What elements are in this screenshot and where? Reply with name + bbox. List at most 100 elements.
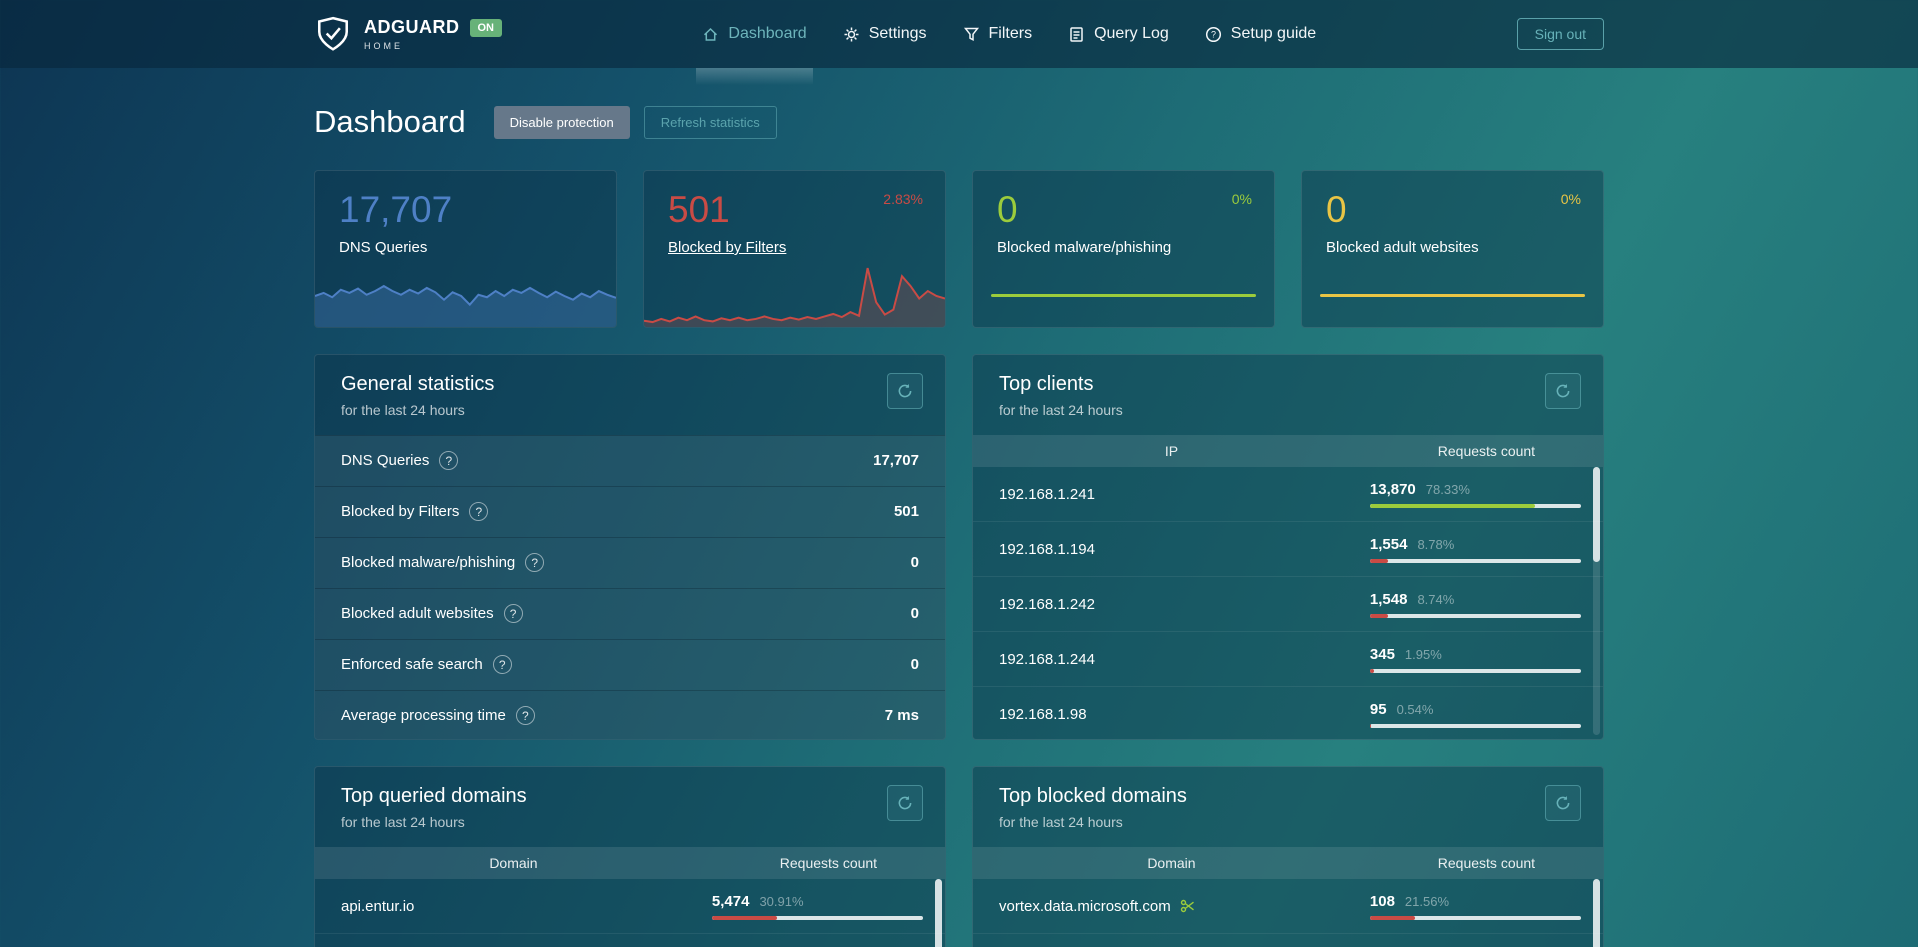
stat-row-label: Blocked adult websites bbox=[341, 605, 494, 622]
panel-title: Top queried domains bbox=[341, 785, 527, 807]
scrollbar-thumb[interactable] bbox=[935, 879, 942, 947]
blocked-filters-sparkline bbox=[644, 265, 945, 327]
nav-item-settings[interactable]: Settings bbox=[843, 0, 927, 68]
svg-text:?: ? bbox=[1211, 29, 1216, 39]
nav-item-filters[interactable]: Filters bbox=[963, 0, 1033, 68]
help-circle-icon: ? bbox=[1205, 26, 1222, 43]
domain-name[interactable]: api.entur.io bbox=[341, 897, 415, 915]
navbar: ADGUARD ON HOME Dashboard Settings bbox=[0, 0, 1918, 85]
stat-percent: 0% bbox=[1231, 191, 1252, 207]
help-icon[interactable]: ? bbox=[525, 553, 545, 572]
requests-percent: 8.78% bbox=[1417, 536, 1455, 552]
refresh-statistics-button[interactable]: Refresh statistics bbox=[643, 105, 777, 139]
progress-bar bbox=[1369, 668, 1581, 673]
requests-count: 13,870 bbox=[1369, 480, 1416, 498]
column-header-ip: IP bbox=[1164, 443, 1179, 459]
adguard-logo[interactable]: ADGUARD ON HOME bbox=[314, 16, 502, 52]
stat-label: Blocked adult websites bbox=[1326, 239, 1479, 256]
table-row: 192.168.1.244 345 1.95% bbox=[973, 632, 1603, 687]
general-stat-row: Blocked by Filters? 501 bbox=[315, 486, 945, 537]
blocked-filters-card: 501 Blocked by Filters 2.83% bbox=[643, 170, 946, 328]
table-row: 192.168.1.241 13,870 78.33% bbox=[973, 467, 1603, 522]
query-log-icon bbox=[1068, 26, 1085, 43]
client-ip[interactable]: 192.168.1.241 bbox=[999, 485, 1095, 503]
requests-count: 1,554 bbox=[1369, 535, 1408, 553]
requests-percent: 1.95% bbox=[1404, 646, 1442, 662]
requests-percent: 8.74% bbox=[1417, 591, 1455, 607]
nav-label: Dashboard bbox=[728, 25, 807, 42]
panel-title: General statistics bbox=[341, 373, 495, 395]
refresh-button[interactable] bbox=[1545, 373, 1581, 409]
nav-label: Filters bbox=[988, 25, 1033, 42]
stat-row-value: 0 bbox=[910, 656, 919, 673]
flat-trend-line bbox=[1320, 294, 1585, 297]
progress-bar bbox=[1369, 613, 1581, 618]
stat-label: Blocked malware/phishing bbox=[997, 239, 1172, 256]
scrollbar-thumb[interactable] bbox=[1593, 879, 1600, 947]
progress-bar bbox=[1369, 915, 1581, 920]
requests-percent: 30.91% bbox=[759, 893, 804, 909]
column-header-requests: Requests count bbox=[779, 855, 878, 871]
requests-count: 1,548 bbox=[1369, 590, 1408, 608]
top-queried-domains-panel: Top queried domains for the last 24 hour… bbox=[314, 766, 946, 947]
table-header: Domain Requests count bbox=[315, 847, 945, 879]
brand-subtitle: HOME bbox=[364, 41, 403, 51]
home-icon bbox=[702, 26, 719, 43]
nav-item-dashboard[interactable]: Dashboard bbox=[696, 0, 814, 85]
flat-trend-line bbox=[991, 294, 1256, 297]
sign-out-button[interactable]: Sign out bbox=[1516, 18, 1604, 50]
stat-row-value: 501 bbox=[893, 503, 919, 520]
client-ip[interactable]: 192.168.1.194 bbox=[999, 540, 1095, 558]
dns-queries-sparkline bbox=[315, 265, 616, 327]
scrollbar-thumb[interactable] bbox=[1593, 467, 1600, 562]
disable-protection-button[interactable]: Disable protection bbox=[493, 105, 630, 139]
general-stat-row: Average processing time? 7 ms bbox=[315, 690, 945, 739]
progress-bar bbox=[1369, 558, 1581, 563]
help-icon[interactable]: ? bbox=[492, 655, 512, 674]
column-header-domain: Domain bbox=[1147, 855, 1196, 871]
column-header-domain: Domain bbox=[489, 855, 538, 871]
refresh-button[interactable] bbox=[887, 785, 923, 821]
progress-bar-fill bbox=[1369, 668, 1374, 673]
client-ip[interactable]: 192.168.1.98 bbox=[999, 705, 1087, 723]
progress-bar bbox=[711, 915, 923, 920]
stat-label: DNS Queries bbox=[339, 239, 428, 256]
help-icon[interactable]: ? bbox=[503, 604, 523, 623]
refresh-button[interactable] bbox=[1545, 785, 1581, 821]
stat-percent: 2.83% bbox=[883, 191, 923, 207]
help-icon[interactable]: ? bbox=[515, 706, 535, 725]
panel-subtitle: for the last 24 hours bbox=[999, 402, 1123, 418]
refresh-button[interactable] bbox=[887, 373, 923, 409]
nav-item-query-log[interactable]: Query Log bbox=[1068, 0, 1169, 68]
table-row: 192.168.1.242 1,548 8.74% bbox=[973, 577, 1603, 632]
unblock-icon[interactable] bbox=[1180, 898, 1196, 914]
domain-name[interactable]: vortex.data.microsoft.com bbox=[999, 897, 1171, 915]
help-icon[interactable]: ? bbox=[439, 451, 459, 470]
panel-subtitle: for the last 24 hours bbox=[341, 814, 465, 830]
table-row: vortex.data.microsoft.com 108 21.56% bbox=[973, 879, 1603, 934]
requests-percent: 21.56% bbox=[1404, 893, 1450, 909]
top-clients-panel: Top clients for the last 24 hours IP Req… bbox=[972, 354, 1604, 740]
stat-row-label: Average processing time bbox=[341, 707, 506, 724]
gear-icon bbox=[843, 26, 860, 43]
blocked-by-filters-link[interactable]: Blocked by Filters bbox=[668, 239, 787, 256]
protection-status-badge: ON bbox=[469, 18, 502, 37]
nav-item-setup-guide[interactable]: ? Setup guide bbox=[1205, 0, 1316, 68]
client-ip[interactable]: 192.168.1.242 bbox=[999, 595, 1095, 613]
table-row: 192.168.1.194 1,554 8.78% bbox=[973, 522, 1603, 577]
help-icon[interactable]: ? bbox=[469, 502, 489, 521]
progress-bar-fill bbox=[1369, 558, 1389, 563]
page-title: Dashboard bbox=[314, 104, 466, 139]
stat-row-label: Enforced safe search bbox=[341, 656, 483, 673]
requests-percent: 0.54% bbox=[1396, 701, 1434, 717]
blocked-malware-card: 0 Blocked malware/phishing 0% bbox=[972, 170, 1275, 328]
progress-bar-fill bbox=[1369, 503, 1536, 508]
stat-row-value: 0 bbox=[910, 605, 919, 622]
column-header-requests: Requests count bbox=[1437, 443, 1536, 459]
progress-bar bbox=[1369, 503, 1581, 508]
client-ip[interactable]: 192.168.1.244 bbox=[999, 650, 1095, 668]
column-header-requests: Requests count bbox=[1437, 855, 1536, 871]
stat-value: 17,707 bbox=[339, 189, 453, 230]
table-header: Domain Requests count bbox=[973, 847, 1603, 879]
stat-row-value: 0 bbox=[910, 554, 919, 571]
